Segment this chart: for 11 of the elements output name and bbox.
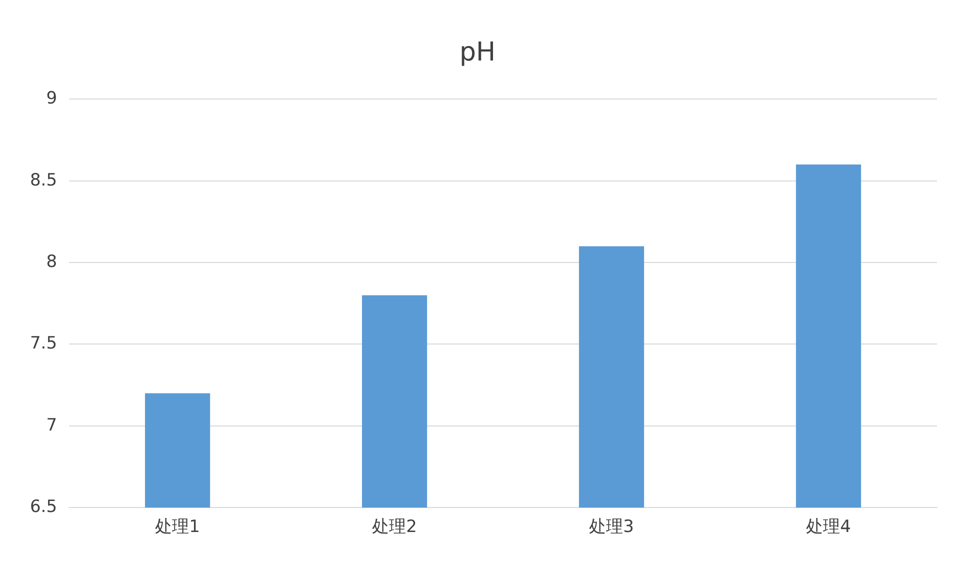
y-tick-label: 7 <box>46 415 58 436</box>
y-tick-label: 8 <box>46 252 58 272</box>
chart-title: pH <box>459 37 496 68</box>
x-tick-label: 处理3 <box>589 517 634 538</box>
y-tick-label: 7.5 <box>30 334 58 354</box>
y-tick-label: 8.5 <box>30 170 58 190</box>
y-tick-label: 9 <box>46 88 58 109</box>
x-tick-label: 处理2 <box>372 517 417 538</box>
x-tick-label: 处理1 <box>155 517 200 538</box>
x-tick-label: 处理4 <box>806 517 851 538</box>
y-tick-label: 6.5 <box>30 497 58 518</box>
